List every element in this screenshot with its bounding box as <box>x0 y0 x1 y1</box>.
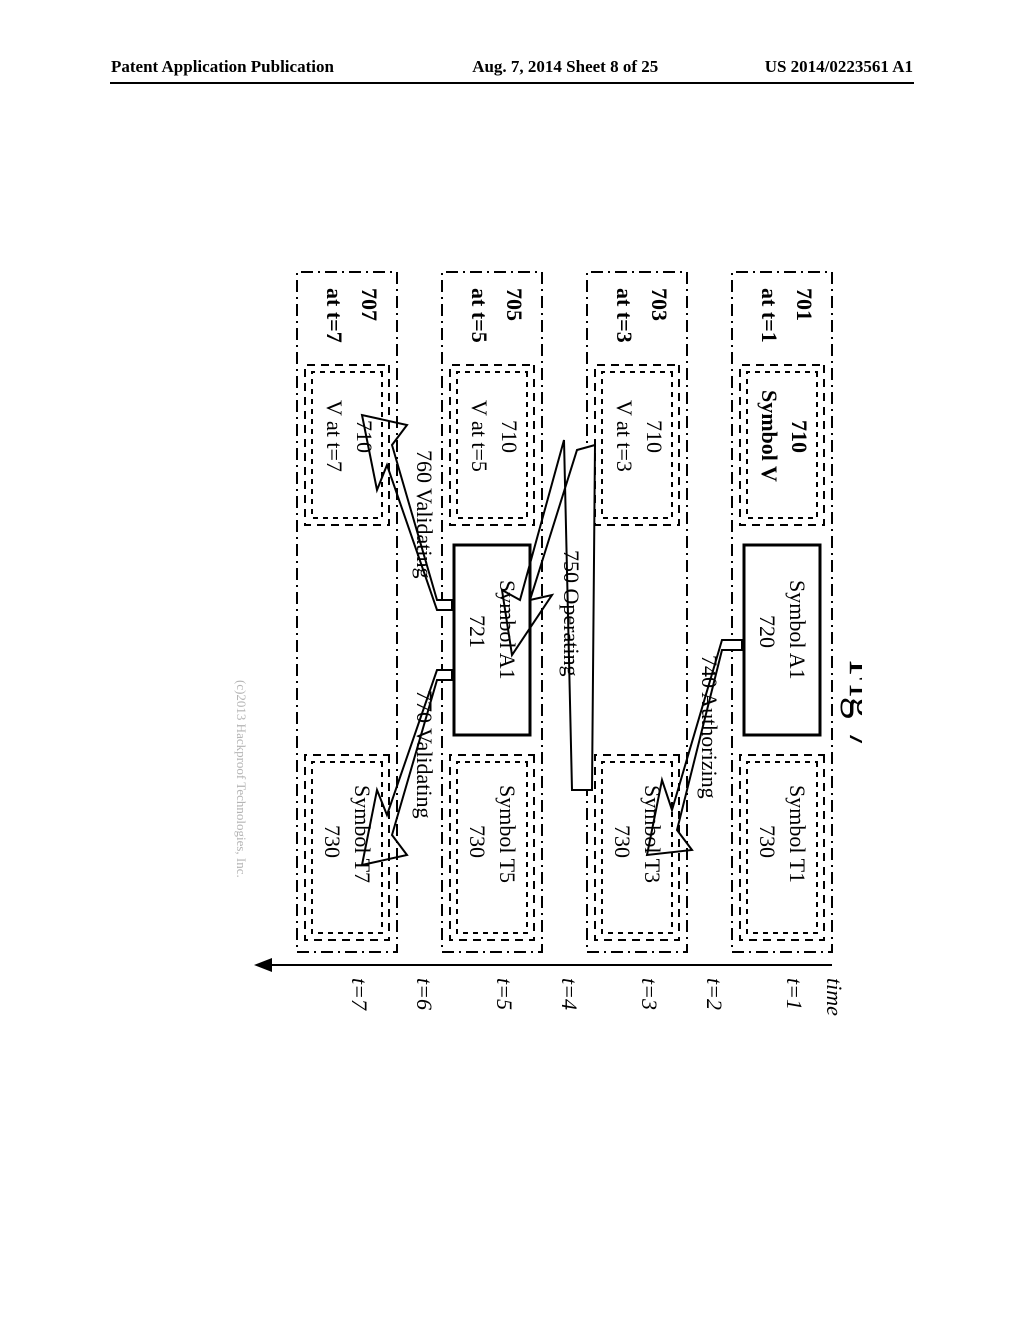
header-mid: Aug. 7, 2014 Sheet 8 of 25 <box>431 56 699 78</box>
row3-v-label: V at t=3 <box>612 400 637 472</box>
row3-v-top: 710 <box>642 420 667 453</box>
header-rule <box>110 82 914 84</box>
time-t6: t=6 <box>412 978 437 1010</box>
row5-v-label: V at t=5 <box>467 400 492 472</box>
row5-t-top: Symbol T5 <box>495 785 520 883</box>
row5-t-bot: 730 <box>465 825 490 858</box>
header-right: US 2014/0223561 A1 <box>699 56 914 78</box>
row7-id: 707 <box>357 288 382 321</box>
copyright: (c)2013 Hackproof Technologies, Inc. <box>234 680 249 878</box>
time-axis-label: time <box>822 978 847 1016</box>
row7-t-bot: 730 <box>320 825 345 858</box>
header-left: Patent Application Publication <box>110 56 431 78</box>
row5-at: at t=5 <box>467 288 492 343</box>
time-t7: t=7 <box>347 978 372 1011</box>
arrow-validating-770-label: 770 Validating <box>412 690 437 819</box>
arrow-authorizing-label: 740 Authorizing <box>697 655 722 799</box>
row1-t-bot: 730 <box>755 825 780 858</box>
row7-t-top: Symbol T7 <box>350 785 375 883</box>
row3-id: 703 <box>647 288 672 321</box>
row1-t-top: Symbol T1 <box>785 785 810 883</box>
row3-t-bot: 730 <box>610 825 635 858</box>
arrow-validating-760-label: 760 Validating <box>412 450 437 579</box>
time-t2: t=2 <box>702 978 727 1010</box>
row1-v-label: Symbol V <box>757 390 782 482</box>
row1-v-top: 710 <box>787 420 812 453</box>
figure-svg: Fig 7 time t=1 t=2 t=3 t=4 t=5 t=6 t=7 7… <box>162 250 862 1150</box>
row1-a-bot: 720 <box>755 615 780 648</box>
row5-id: 705 <box>502 288 527 321</box>
row-701: 701 at t=1 710 Symbol V Symbol A1 720 Sy… <box>732 272 832 952</box>
arrow-validating-770: 770 Validating <box>362 670 452 865</box>
row5-a-top: Symbol A1 <box>495 580 520 680</box>
row3-t-top: Symbol T3 <box>640 785 665 883</box>
time-t1: t=1 <box>782 978 807 1010</box>
time-axis: time t=1 t=2 t=3 t=4 t=5 t=6 t=7 <box>254 958 847 1016</box>
row7-at: at t=7 <box>322 288 347 343</box>
row1-a-top: Symbol A1 <box>785 580 810 680</box>
page-header: Patent Application Publication Aug. 7, 2… <box>110 56 914 84</box>
row1-id: 701 <box>792 288 817 321</box>
arrow-operating-label: 750 Operating <box>559 550 584 676</box>
page: Patent Application Publication Aug. 7, 2… <box>0 0 1024 1320</box>
figure-wrapper: Fig 7 time t=1 t=2 t=3 t=4 t=5 t=6 t=7 7… <box>162 250 862 1150</box>
row5-v-top: 710 <box>497 420 522 453</box>
row3-at: at t=3 <box>612 288 637 343</box>
time-t5: t=5 <box>492 978 517 1010</box>
row7-v-label: V at t=7 <box>322 400 347 472</box>
row7-v-top: 710 <box>352 420 377 453</box>
figure-title: Fig 7 <box>840 660 862 752</box>
time-t3: t=3 <box>637 978 662 1010</box>
row1-at: at t=1 <box>757 288 782 343</box>
time-t4: t=4 <box>557 978 582 1010</box>
row5-a-bot: 721 <box>465 615 490 648</box>
